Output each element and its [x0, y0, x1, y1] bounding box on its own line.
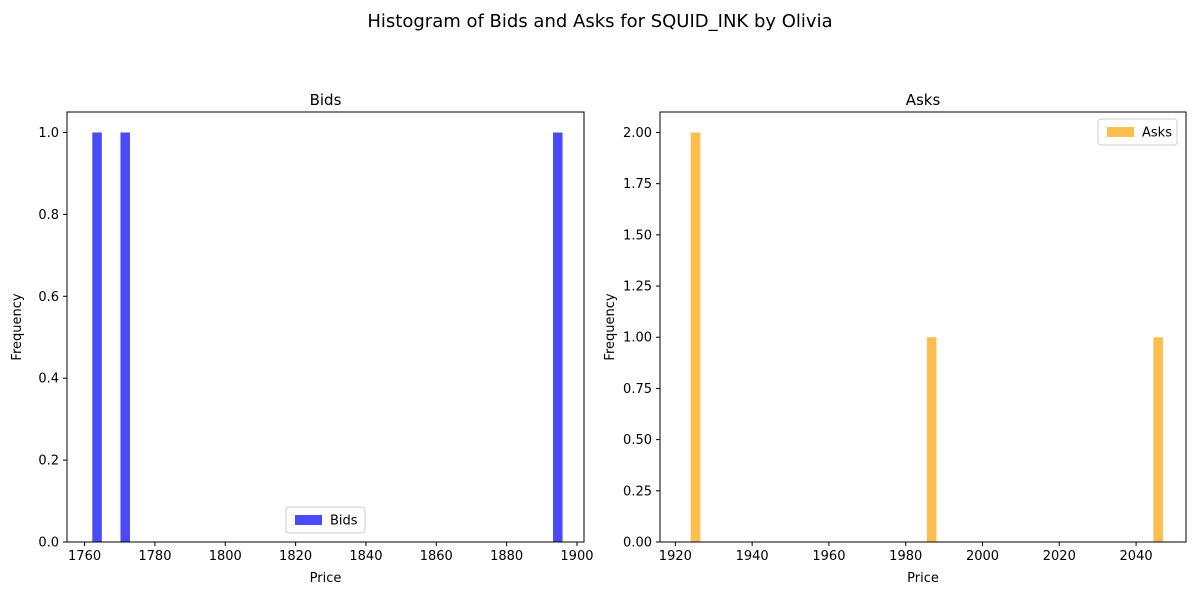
- x-axis-label: Price: [907, 571, 939, 586]
- x-tick-label: 1920: [659, 549, 692, 564]
- histogram-bar: [120, 132, 130, 543]
- x-tick-label: 1760: [68, 549, 101, 564]
- y-tick-label: 2.00: [623, 126, 652, 141]
- histogram-bar: [1153, 337, 1163, 542]
- histogram-bar: [553, 132, 563, 543]
- axes-title: Asks: [906, 91, 941, 109]
- y-tick-label: 1.75: [623, 177, 652, 192]
- x-tick-label: 1780: [138, 549, 171, 564]
- x-tick-label: 2040: [1120, 549, 1153, 564]
- y-axis-label: Frequency: [603, 293, 618, 360]
- legend-label: Asks: [1142, 126, 1172, 141]
- axes-title: Bids: [310, 91, 342, 109]
- legend: Asks: [1097, 118, 1178, 146]
- y-tick-label: 1.50: [623, 228, 652, 243]
- histogram-bar: [690, 132, 701, 543]
- x-tick-label: 1880: [490, 549, 523, 564]
- axes-frame: [659, 111, 1187, 543]
- y-tick-label: 0.75: [623, 382, 652, 397]
- y-tick-label: 1.25: [623, 280, 652, 295]
- x-tick-label: 1820: [279, 549, 312, 564]
- y-tick-label: 0.25: [623, 484, 652, 499]
- asks-panel: 1920 1940 1960 1980 2000 2020 2040 0.00 0.25 0.50…: [603, 91, 1187, 586]
- y-tick-label: 0.4: [38, 372, 59, 387]
- x-tick-label: 1960: [812, 549, 845, 564]
- legend-box: [285, 506, 366, 534]
- x-tick-label: 1940: [736, 549, 769, 564]
- x-tick-label: 1840: [349, 549, 382, 564]
- x-tick-label: 1860: [420, 549, 453, 564]
- y-tick-label: 0.50: [623, 433, 652, 448]
- x-tick-label: 2020: [1043, 549, 1076, 564]
- legend-box: [1097, 118, 1178, 146]
- y-axis-label: Frequency: [10, 293, 25, 360]
- y-tick-label: 0.6: [38, 290, 59, 305]
- y-tick-label: 1.00: [623, 331, 652, 346]
- x-axis-label: Price: [310, 571, 342, 586]
- axes-frame: [66, 111, 585, 543]
- legend-swatch: [295, 515, 322, 525]
- legend: Bids: [285, 506, 366, 534]
- bids-panel: 1760 1780 1800 1820 1840 1860 1880 1900 0.0 0.2 0.…: [10, 91, 594, 586]
- x-tick-label: 1900: [560, 549, 593, 564]
- y-tick-label: 0.8: [38, 208, 59, 223]
- legend-swatch: [1107, 127, 1134, 137]
- x-tick-label: 1800: [209, 549, 242, 564]
- x-tick-label: 1980: [889, 549, 922, 564]
- histogram-bar: [926, 337, 937, 542]
- y-tick-label: 1.0: [38, 126, 59, 141]
- y-tick-label: 0.2: [38, 454, 59, 469]
- legend-label: Bids: [330, 514, 358, 529]
- histogram-bar: [92, 132, 102, 543]
- y-tick-label: 0.0: [38, 536, 59, 551]
- y-tick-label: 0.00: [623, 536, 652, 551]
- figure-suptitle: Histogram of Bids and Asks for SQUID_INK…: [367, 11, 832, 32]
- x-tick-label: 2000: [966, 549, 999, 564]
